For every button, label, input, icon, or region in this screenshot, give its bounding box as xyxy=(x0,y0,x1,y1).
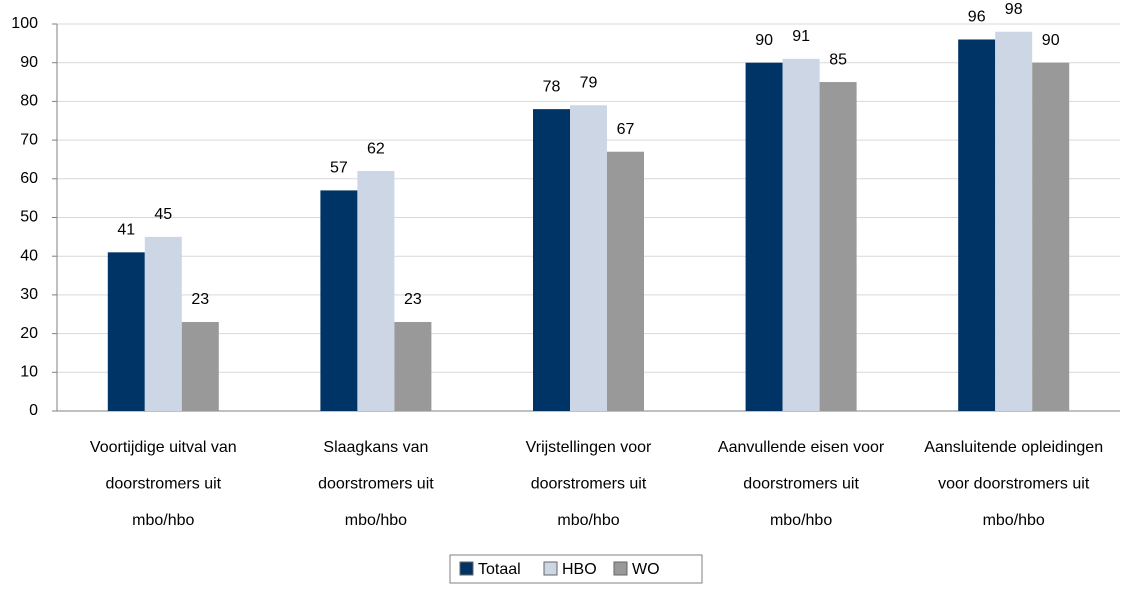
y-tick-label: 30 xyxy=(20,286,38,303)
data-label: 90 xyxy=(755,32,773,49)
legend-label: HBO xyxy=(562,561,597,578)
x-tick-label: Vrijstellingen voor doorstromers uit mbo/h… xyxy=(526,439,652,529)
bar xyxy=(570,105,607,412)
y-tick-label: 100 xyxy=(11,15,38,32)
legend-label: Totaal xyxy=(478,561,521,578)
data-label: 98 xyxy=(1005,1,1023,18)
bar xyxy=(144,236,182,411)
bar xyxy=(819,82,857,412)
legend-box xyxy=(449,554,703,584)
data-label: 67 xyxy=(617,121,635,138)
data-label: 79 xyxy=(580,74,598,91)
data-label: 85 xyxy=(829,51,847,68)
y-tick-label: 60 xyxy=(20,170,38,187)
data-label: 96 xyxy=(968,9,986,26)
x-tick-label: Voortijdige uitval van doorstromers uit mb… xyxy=(90,439,237,529)
data-label: 62 xyxy=(367,140,385,157)
data-label: 45 xyxy=(154,206,172,223)
y-tick-label: 10 xyxy=(20,364,38,381)
bar xyxy=(782,58,820,412)
bar xyxy=(958,39,996,411)
bar xyxy=(181,321,219,411)
data-label: 91 xyxy=(792,28,810,45)
y-tick-label: 0 xyxy=(29,402,38,419)
legend-label: WO xyxy=(632,561,660,578)
y-tick-label: 90 xyxy=(20,54,38,71)
bar xyxy=(320,190,358,411)
legend-swatch xyxy=(459,561,474,576)
bar xyxy=(745,62,783,411)
bar xyxy=(1032,62,1070,411)
x-tick-label: Slaagkans van doorstromers uit mbo/hbo xyxy=(318,439,434,529)
data-label: 57 xyxy=(330,160,348,177)
legend-swatch xyxy=(613,561,628,576)
bar xyxy=(394,321,432,411)
y-tick-label: 40 xyxy=(20,247,38,264)
bar xyxy=(107,252,145,411)
data-label: 78 xyxy=(543,78,561,95)
bar xyxy=(995,31,1033,412)
bar xyxy=(607,151,644,411)
y-tick-label: 70 xyxy=(20,131,38,148)
data-label: 23 xyxy=(404,291,422,308)
data-label: 90 xyxy=(1042,32,1060,49)
x-tick-label: Aansluitende opleidingen voor doorstromer… xyxy=(924,439,1103,529)
y-tick-label: 20 xyxy=(20,325,38,342)
data-label: 23 xyxy=(191,291,209,308)
data-label: 41 xyxy=(117,222,135,239)
y-tick-label: 50 xyxy=(20,209,38,226)
x-tick-label: Aanvullende eisen voor doorstromers uit mb… xyxy=(718,439,885,529)
legend-swatch xyxy=(543,561,558,576)
bar xyxy=(357,171,395,411)
y-tick-label: 80 xyxy=(20,93,38,110)
bar xyxy=(533,109,570,411)
